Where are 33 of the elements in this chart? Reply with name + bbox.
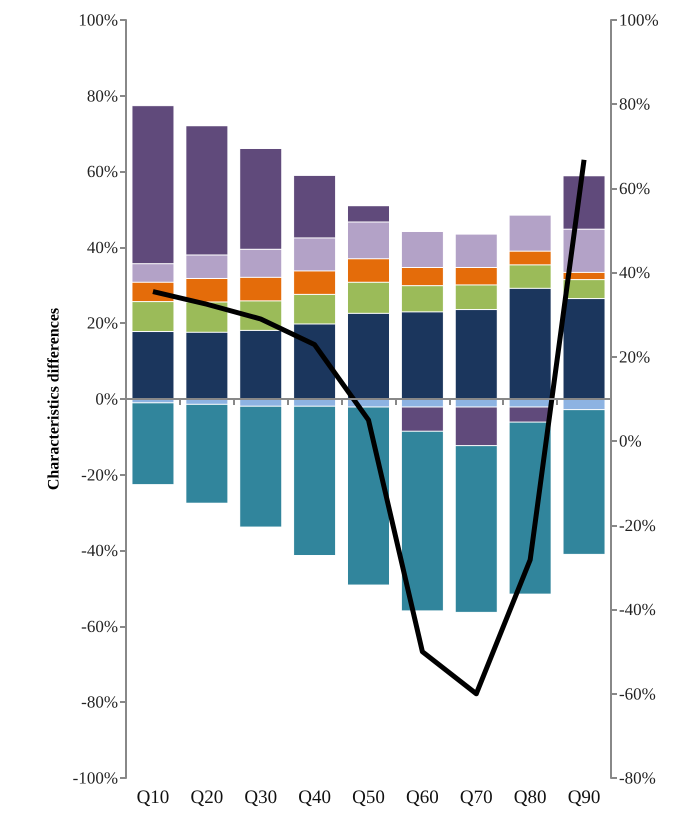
y2-tick-label: -40% bbox=[619, 600, 656, 620]
y2-tick-label: -60% bbox=[619, 684, 656, 704]
y2-tick-label: 0% bbox=[619, 432, 642, 451]
y2-tick-label: 100% bbox=[619, 10, 659, 30]
y-tick-label: 100% bbox=[78, 10, 118, 30]
x-tick-label: Q90 bbox=[568, 787, 600, 808]
y-tick-label: 20% bbox=[86, 314, 118, 333]
y-tick-label: -40% bbox=[81, 541, 118, 560]
y2-tick-label: -20% bbox=[619, 516, 656, 535]
y-tick-label: 0% bbox=[95, 390, 118, 408]
x-tick-label: Q40 bbox=[298, 787, 331, 808]
y2-tick-label: 80% bbox=[619, 94, 650, 114]
x-tick-label: Q60 bbox=[406, 787, 439, 808]
y2-tick-label: 20% bbox=[619, 347, 650, 366]
x-tick-label: Q70 bbox=[460, 787, 493, 808]
bar bbox=[186, 404, 228, 504]
x-tick-label: Q20 bbox=[190, 787, 224, 808]
bar bbox=[132, 402, 174, 485]
y-tick-label: -60% bbox=[81, 616, 118, 636]
y-tick-label: 80% bbox=[86, 86, 118, 106]
y-tick-label: 40% bbox=[86, 238, 118, 257]
y2-tick-label: -80% bbox=[619, 768, 656, 788]
y2-tick-label: 40% bbox=[619, 263, 650, 282]
x-tick-label: Q50 bbox=[352, 787, 385, 808]
x-tick-label: Q30 bbox=[244, 787, 278, 808]
y-tick-label: -80% bbox=[81, 692, 118, 712]
y-tick-label: 60% bbox=[86, 162, 118, 182]
y-tick-label: -100% bbox=[72, 768, 118, 788]
x-tick-label: Q10 bbox=[136, 787, 170, 808]
x-tick-label: Q80 bbox=[514, 787, 547, 808]
y-axis-title: Characteristics differences bbox=[45, 308, 62, 490]
y2-tick-label: 60% bbox=[619, 178, 650, 198]
y-tick-label: -20% bbox=[81, 465, 118, 484]
